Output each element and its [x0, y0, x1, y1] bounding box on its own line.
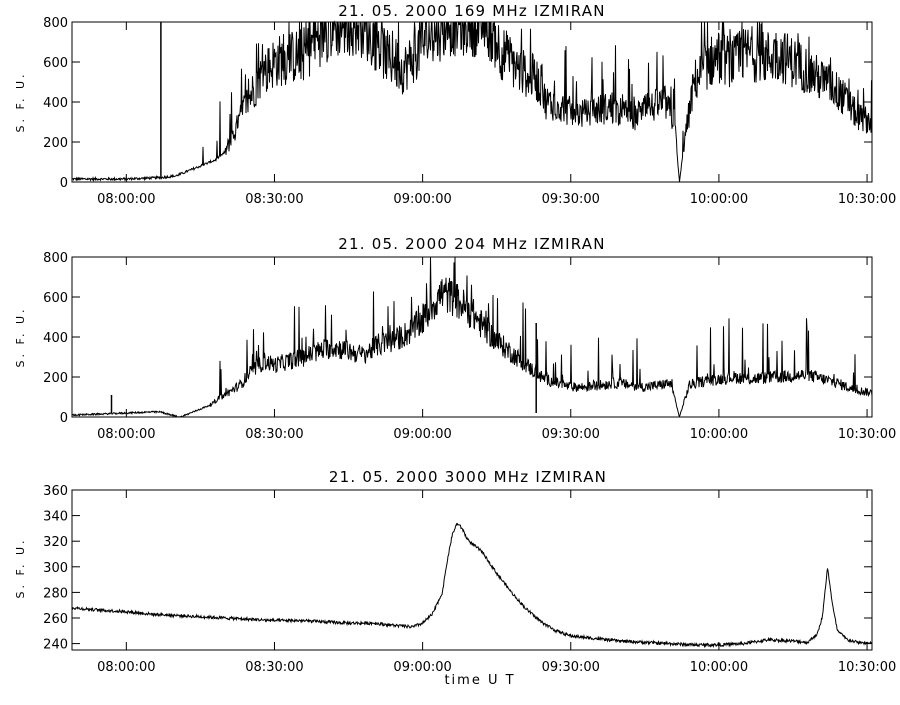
y-tick-label: 600: [43, 291, 68, 306]
x-tick-label: 08:00:00: [97, 192, 155, 207]
panel-title: 21. 05. 2000 169 MHz IZMIRAN: [338, 2, 605, 20]
y-tick-label: 0: [60, 411, 68, 426]
y-tick-label: 400: [43, 331, 68, 346]
panel-title: 21. 05. 2000 3000 MHz IZMIRAN: [329, 468, 607, 486]
x-tick-label: 10:30:00: [838, 427, 896, 442]
y-tick-label: 320: [43, 535, 68, 550]
x-tick-label: 09:30:00: [542, 192, 600, 207]
y-tick-label: 600: [43, 56, 68, 71]
x-tick-label: 08:00:00: [97, 427, 155, 442]
x-tick-label: 08:00:00: [97, 660, 155, 675]
x-tick-label: 09:00:00: [393, 660, 451, 675]
x-tick-label: 09:30:00: [542, 660, 600, 675]
y-tick-label: 800: [43, 16, 68, 31]
plot-frame: [71, 489, 873, 651]
y-tick-label: 300: [43, 561, 68, 576]
x-tick-label: 10:00:00: [690, 192, 748, 207]
x-tick-label: 08:30:00: [245, 660, 303, 675]
series-line: [71, 20, 873, 183]
y-tick-label: 200: [43, 371, 68, 386]
series-line: [71, 522, 873, 649]
axis-ticks: 08:00:00 08:30:00 09:00:00 09:30:00 10:00:00…: [43, 484, 896, 675]
y-tick-label: 800: [43, 251, 68, 266]
panel-title: 21. 05. 2000 204 MHz IZMIRAN: [338, 235, 605, 253]
axis-ticks: 08:00:00 08:30:00 09:00:00 09:30:00 10:00:00…: [43, 251, 896, 442]
y-tick-label: 400: [43, 96, 68, 111]
y-tick-label: 260: [43, 612, 68, 627]
x-tick-label: 09:30:00: [542, 427, 600, 442]
y-axis-label: S. F. U.: [14, 306, 27, 367]
y-tick-label: 280: [43, 586, 68, 601]
x-tick-label: 08:30:00: [245, 192, 303, 207]
y-tick-label: 340: [43, 510, 68, 525]
y-axis-label: S. F. U.: [14, 71, 27, 132]
x-tick-label: 10:00:00: [690, 660, 748, 675]
y-tick-label: 200: [43, 136, 68, 151]
y-tick-label: 0: [60, 176, 68, 191]
x-tick-label: 09:00:00: [393, 427, 451, 442]
x-tick-label: 10:30:00: [838, 192, 896, 207]
y-tick-label: 240: [43, 638, 68, 653]
axis-ticks: 08:00:00 08:30:00 09:00:00 09:30:00 10:00:00…: [43, 16, 896, 207]
plot-frame: [71, 256, 873, 418]
series-line: [72, 256, 873, 418]
x-tick-label: 10:00:00: [690, 427, 748, 442]
panel-204mhz: 21. 05. 2000 204 MHz IZMIRAN S. F. U. 08…: [14, 235, 896, 442]
panel-169mhz: 21. 05. 2000 169 MHz IZMIRAN S. F. U. 08…: [14, 2, 896, 207]
x-tick-label: 10:30:00: [838, 660, 896, 675]
x-tick-label: 09:00:00: [393, 192, 451, 207]
y-tick-label: 360: [43, 484, 68, 499]
panel-3000mhz: 21. 05. 2000 3000 MHz IZMIRAN S. F. U. 0…: [14, 468, 896, 675]
y-axis-label: S. F. U.: [14, 537, 27, 598]
x-tick-label: 08:30:00: [245, 427, 303, 442]
x-axis-label: time U T: [444, 673, 515, 688]
